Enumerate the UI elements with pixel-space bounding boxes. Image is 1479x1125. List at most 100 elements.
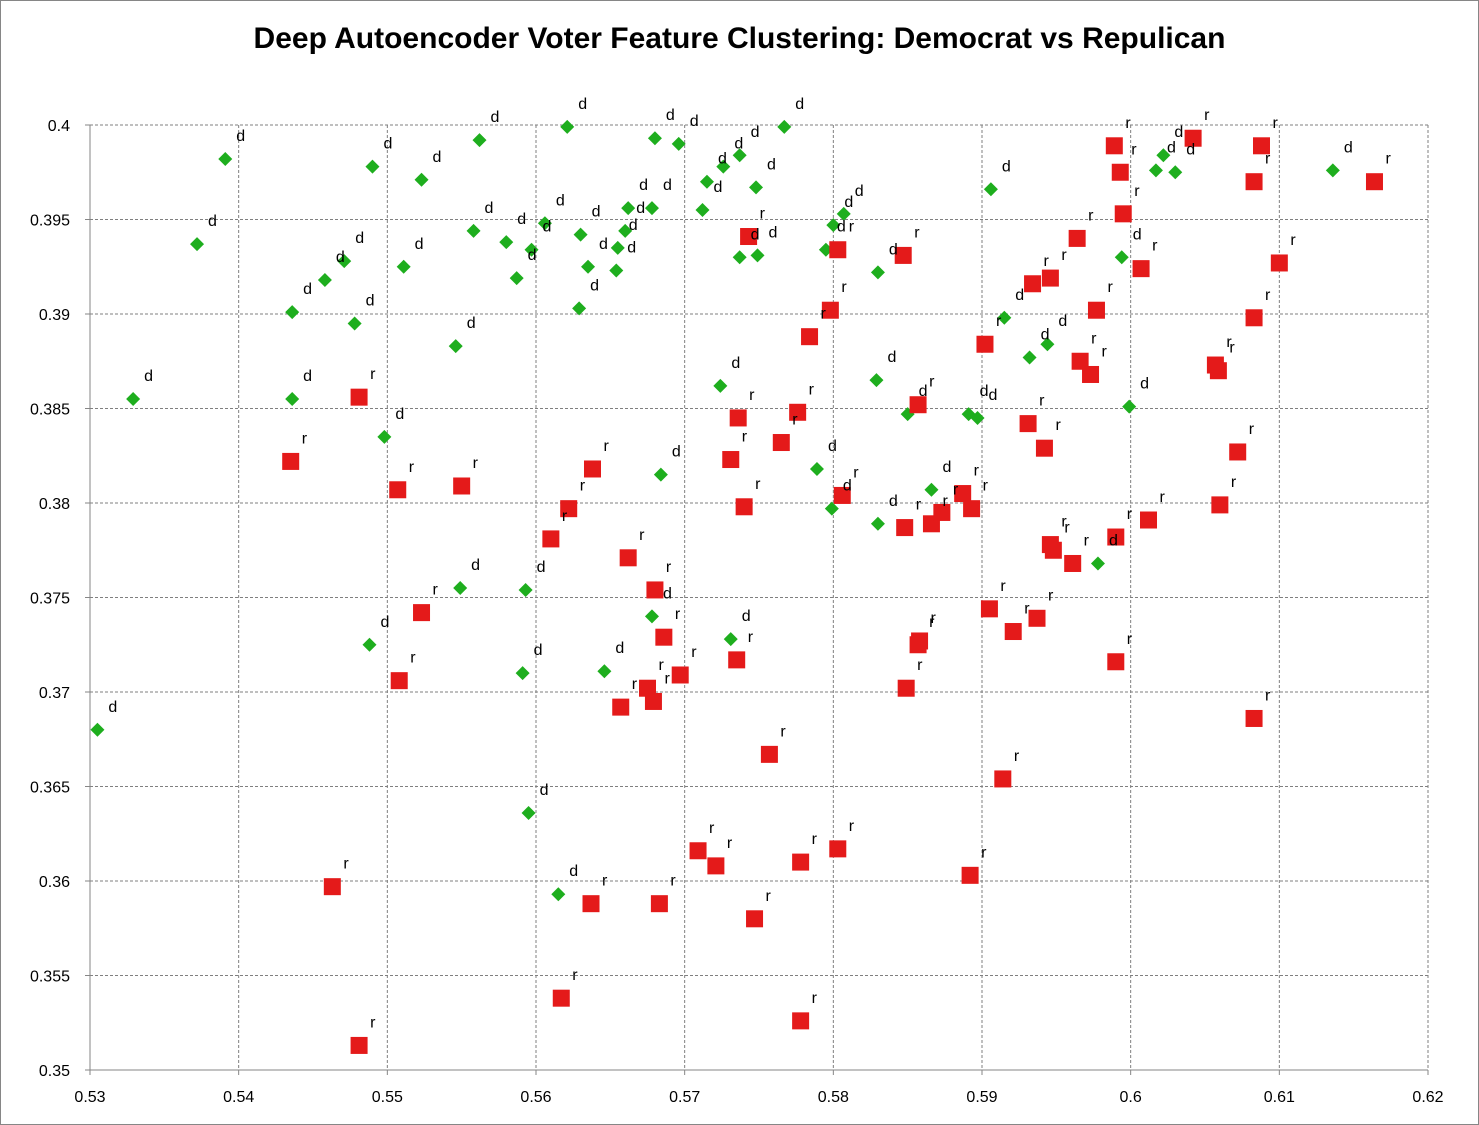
x-tick-label: 0.62 [1412,1089,1443,1106]
point-r [1004,623,1022,641]
y-tick-label: 0.38 [39,496,70,513]
point-r [560,500,578,518]
point-d [537,216,552,231]
point-d [1040,337,1055,352]
point-d [337,254,352,269]
point-d [732,250,747,265]
point-label-d: d [556,192,565,209]
point-label-d: d [537,559,546,576]
point-r [650,895,668,913]
point-d [826,218,841,233]
point-label-r: r [1290,232,1296,249]
point-label-d: d [108,699,117,716]
point-label-d: d [534,642,543,659]
point-r [1041,269,1059,287]
point-label-r: r [1039,393,1045,410]
point-r [740,228,758,246]
point-label-r: r [603,438,609,455]
point-r [1252,137,1270,155]
point-d [610,240,625,255]
point-label-d: d [491,109,500,126]
point-d [190,237,205,252]
point-label-d: d [989,387,998,404]
point-d [924,482,939,497]
point-d [518,582,533,597]
y-tick-label: 0.39 [39,307,70,324]
point-r [1209,362,1227,380]
point-label-r: r [675,606,681,623]
point-r [1035,439,1053,457]
point-d [644,609,659,624]
point-label-d: d [795,96,804,113]
point-d [809,461,824,476]
point-r [1105,137,1123,155]
point-label-r: r [409,459,415,476]
point-label-d: d [236,128,245,145]
point-label-r: r [302,430,308,447]
point-d [414,172,429,187]
point-d [695,203,710,218]
point-d [983,182,998,197]
point-label-d: d [769,224,778,241]
point-d [671,136,686,151]
x-tick-label: 0.56 [520,1089,551,1106]
point-label-d: d [144,368,153,385]
point-label-d: d [663,585,672,602]
point-label-r: r [1152,238,1158,255]
point-r [1111,163,1129,181]
point-label-r: r [974,463,980,480]
point-d [997,310,1012,325]
point-r [282,452,300,470]
point-label-d: d [303,368,312,385]
point-label-r: r [473,455,479,472]
point-d [869,373,884,388]
point-label-r: r [766,888,772,905]
point-d [716,159,731,174]
point-label-r: r [983,478,989,495]
point-label-d: d [1002,158,1011,175]
point-label-d: d [599,236,608,253]
point-label-r: r [1265,151,1271,168]
point-d [749,180,764,195]
point-label-r: r [433,582,439,599]
point-label-d: d [742,608,751,625]
point-d [699,174,714,189]
point-r [789,403,807,421]
point-d [521,805,536,820]
point-d [597,664,612,679]
point-label-r: r [929,614,935,631]
point-r [954,485,972,503]
point-d [573,227,588,242]
point-d [285,305,300,320]
point-r [1028,609,1046,627]
point-r [1245,709,1263,727]
point-r [1229,443,1247,461]
point-r [1068,229,1086,247]
x-tick-label: 0.54 [223,1089,254,1106]
point-label-r: r [1226,334,1232,351]
point-r [1107,653,1125,671]
point-label-r: r [1231,474,1237,491]
point-label-r: r [370,1014,376,1031]
point-r [1024,275,1042,293]
point-d [515,666,530,681]
point-r [829,840,847,858]
point-label-r: r [1229,340,1235,357]
point-d [870,265,885,280]
point-r [582,895,600,913]
point-label-d: d [471,557,480,574]
point-r [980,600,998,618]
point-label-d: d [415,236,424,253]
point-label-r: r [632,676,638,693]
point-r [413,604,431,622]
point-label-r: r [659,657,665,674]
point-r [1140,511,1158,529]
point-label-d: d [569,863,578,880]
point-r [1245,309,1263,327]
point-d [509,271,524,286]
point-label-r: r [742,429,748,446]
point-r [646,581,664,599]
point-r [760,745,778,763]
point-r [1082,365,1100,383]
point-r [1211,496,1229,514]
